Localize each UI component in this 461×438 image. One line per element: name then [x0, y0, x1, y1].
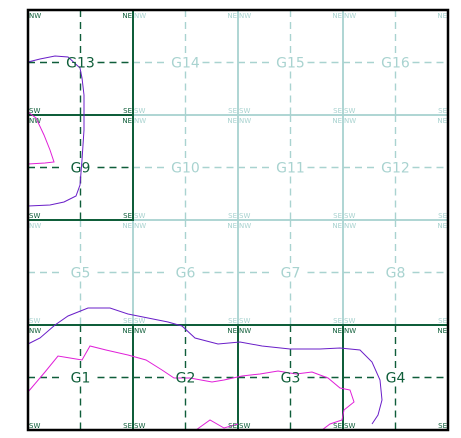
corner-label-nw: NW [239, 117, 251, 125]
cell-label-g4: G4 [386, 371, 406, 387]
corner-label-ne: NE [227, 222, 237, 230]
corner-label-se: SE [438, 107, 447, 115]
corner-label-ne: NE [437, 12, 447, 20]
corner-label-nw: NW [344, 222, 356, 230]
corner-label-sw: SW [239, 107, 250, 115]
corner-label-ne: NE [437, 222, 447, 230]
cell-label-g5: G5 [71, 266, 91, 282]
corner-label-nw: NW [29, 222, 41, 230]
corner-label-ne: NE [437, 327, 447, 335]
corner-label-sw: SW [134, 317, 145, 325]
corner-label-sw: SW [239, 212, 250, 220]
corner-label-se: SE [333, 317, 342, 325]
cell-label-g10: G10 [171, 161, 200, 177]
corner-label-ne: NE [332, 327, 342, 335]
corner-label-se: SE [123, 212, 132, 220]
cell-label-g3: G3 [281, 371, 301, 387]
cell-label-g13: G13 [66, 56, 95, 72]
corner-label-nw: NW [134, 117, 146, 125]
corner-label-se: SE [228, 317, 237, 325]
corner-label-ne: NE [437, 117, 447, 125]
corner-label-se: SE [333, 107, 342, 115]
corner-label-nw: NW [239, 12, 251, 20]
corner-label-sw: SW [239, 317, 250, 325]
corner-label-ne: NE [227, 12, 237, 20]
cell-label-g2: G2 [176, 371, 196, 387]
cell-label-g16: G16 [381, 56, 410, 72]
cell-label-g7: G7 [281, 266, 301, 282]
corner-label-sw: SW [134, 107, 145, 115]
corner-label-ne: NE [332, 117, 342, 125]
cell-label-g8: G8 [386, 266, 406, 282]
corner-label-ne: NE [122, 12, 132, 20]
corner-label-nw: NW [344, 12, 356, 20]
cell-label-g6: G6 [176, 266, 196, 282]
corner-label-ne: NE [122, 327, 132, 335]
corner-label-se: SE [123, 107, 132, 115]
corner-label-sw: SW [134, 212, 145, 220]
corner-label-se: SE [123, 317, 132, 325]
corner-label-se: SE [228, 107, 237, 115]
cell-label-g1: G1 [71, 371, 91, 387]
corner-label-nw: NW [239, 222, 251, 230]
corner-label-nw: NW [344, 327, 356, 335]
corner-label-ne: NE [332, 12, 342, 20]
corner-label-sw: SW [29, 317, 40, 325]
cell-label-g12: G12 [381, 161, 410, 177]
corner-label-nw: NW [134, 327, 146, 335]
cell-label-g11: G11 [276, 161, 305, 177]
corner-label-ne: NE [122, 117, 132, 125]
corner-label-se: SE [333, 212, 342, 220]
corner-label-sw: SW [344, 317, 355, 325]
corner-label-nw: NW [29, 12, 41, 20]
corner-label-sw: SW [344, 107, 355, 115]
corner-label-nw: NW [134, 222, 146, 230]
corner-label-nw: NW [344, 117, 356, 125]
corner-label-ne: NE [227, 117, 237, 125]
corner-label-nw: NW [239, 327, 251, 335]
cell-label-g9: G9 [71, 161, 91, 177]
corner-label-nw: NW [29, 117, 41, 125]
corner-label-sw: SW [344, 212, 355, 220]
corner-label-sw: SW [29, 107, 40, 115]
corner-label-nw: NW [29, 327, 41, 335]
corner-label-ne: NE [227, 327, 237, 335]
corner-label-se: SE [228, 212, 237, 220]
cell-label-g15: G15 [276, 56, 305, 72]
corner-label-nw: NW [134, 12, 146, 20]
corner-label-ne: NE [332, 222, 342, 230]
corner-label-se: SE [438, 317, 447, 325]
corner-label-ne: NE [122, 222, 132, 230]
corner-label-se: SE [438, 212, 447, 220]
cell-label-g14: G14 [171, 56, 200, 72]
corner-label-sw: SW [29, 212, 40, 220]
